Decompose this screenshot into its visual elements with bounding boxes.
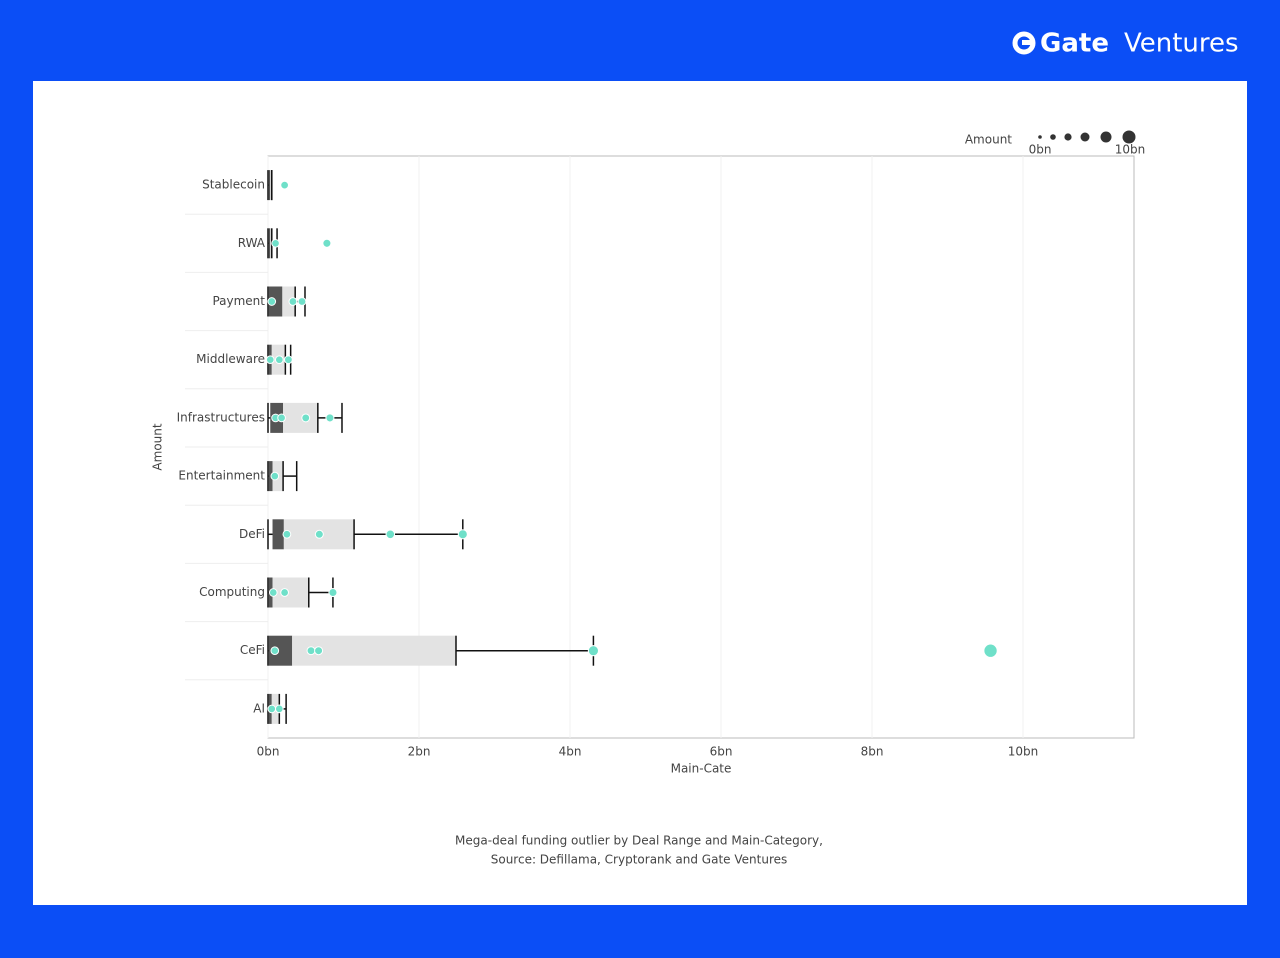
box-lower bbox=[268, 170, 271, 201]
legend-dot bbox=[1080, 132, 1090, 142]
legend-dot bbox=[1064, 133, 1072, 141]
data-point bbox=[306, 646, 316, 656]
y-tick-label: RWA bbox=[238, 236, 266, 250]
y-tick-label: Infrastructures bbox=[177, 410, 265, 424]
data-point bbox=[983, 643, 998, 658]
data-point bbox=[280, 180, 289, 190]
brand-logo: Gate Ventures bbox=[1012, 29, 1239, 59]
y-tick-label: Middleware bbox=[196, 352, 265, 366]
data-point bbox=[270, 471, 280, 481]
legend-title: Amount bbox=[965, 133, 1012, 147]
caption-line: Source: Defillama, Cryptorank and Gate V… bbox=[491, 853, 788, 867]
legend-dot bbox=[1122, 130, 1136, 144]
x-tick-label: 8bn bbox=[861, 745, 884, 759]
legend-label: 10bn bbox=[1115, 143, 1146, 157]
y-tick-label: Payment bbox=[212, 294, 265, 308]
y-tick-label: AI bbox=[253, 701, 265, 715]
data-point bbox=[322, 238, 332, 248]
logo-icon-bar bbox=[1022, 40, 1034, 45]
caption-line: Mega-deal funding outlier by Deal Range … bbox=[455, 834, 823, 848]
data-point bbox=[280, 588, 289, 597]
data-point bbox=[268, 588, 278, 597]
legend-dot bbox=[1038, 135, 1042, 139]
legend-dot bbox=[1050, 134, 1056, 140]
y-tick-label: Entertainment bbox=[178, 469, 265, 483]
panel bbox=[33, 81, 1247, 905]
data-point bbox=[265, 355, 275, 365]
y-tick-label: Stablecoin bbox=[202, 178, 265, 192]
x-tick-label: 2bn bbox=[408, 745, 431, 759]
data-point bbox=[284, 355, 293, 365]
x-axis-label: Main-Cate bbox=[671, 762, 732, 776]
data-point bbox=[282, 529, 292, 539]
box-upper bbox=[270, 170, 272, 201]
data-point bbox=[267, 297, 277, 306]
data-point bbox=[385, 529, 396, 540]
box-lower bbox=[268, 228, 271, 259]
data-point bbox=[277, 413, 286, 423]
y-axis-label: Amount bbox=[151, 423, 165, 470]
data-point bbox=[288, 297, 298, 306]
x-tick-label: 4bn bbox=[559, 745, 582, 759]
y-tick-label: CeFi bbox=[240, 643, 265, 657]
data-point bbox=[267, 704, 277, 714]
brand-name: Gate bbox=[1040, 29, 1109, 59]
data-point bbox=[274, 704, 284, 714]
box-lower bbox=[272, 519, 284, 550]
box-upper bbox=[283, 402, 318, 433]
x-tick-label: 0bn bbox=[257, 745, 280, 759]
data-point bbox=[314, 646, 324, 656]
data-point bbox=[328, 587, 338, 598]
legend-label: 0bn bbox=[1029, 143, 1052, 157]
data-point bbox=[297, 297, 307, 306]
data-point bbox=[314, 529, 324, 539]
data-point bbox=[274, 355, 284, 365]
data-point bbox=[301, 413, 311, 423]
brand-suffix: Ventures bbox=[1124, 29, 1239, 59]
box-lower bbox=[268, 635, 293, 666]
data-point bbox=[457, 529, 468, 540]
box-upper bbox=[272, 577, 309, 608]
data-point bbox=[325, 413, 335, 423]
legend-sizes bbox=[1038, 130, 1136, 144]
data-point bbox=[587, 645, 600, 657]
y-tick-label: Computing bbox=[199, 585, 265, 599]
box-upper bbox=[270, 228, 272, 259]
x-tick-label: 6bn bbox=[710, 745, 733, 759]
data-point bbox=[271, 238, 280, 248]
data-point bbox=[270, 646, 280, 656]
legend-dot bbox=[1100, 131, 1112, 143]
x-tick-label: 10bn bbox=[1008, 745, 1039, 759]
y-tick-label: DeFi bbox=[239, 527, 265, 541]
